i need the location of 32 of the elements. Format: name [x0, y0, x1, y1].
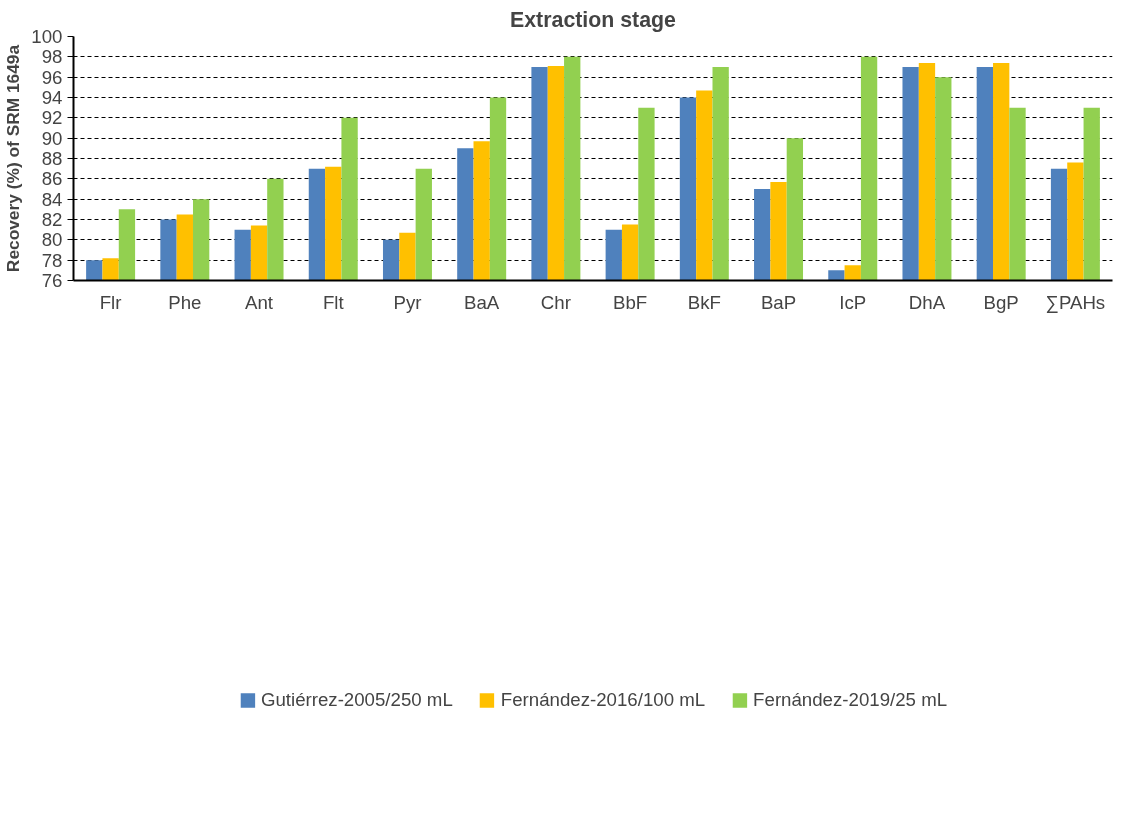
x-tick-label: Phe	[168, 291, 202, 313]
x-tick-label: BbF	[613, 291, 648, 313]
y-tick-label: 100	[31, 26, 63, 47]
y-tick-label: 94	[41, 87, 63, 108]
x-tick-label: Chr	[540, 291, 571, 313]
y-tick-label: 88	[41, 148, 63, 169]
legend-label: Gutiérrez-2005/250 mL	[260, 688, 453, 711]
y-tick-label: 78	[41, 249, 63, 271]
x-tick-label: Pyr	[393, 291, 422, 313]
x-tick-label: BaP	[760, 291, 797, 313]
y-tick-label: 80	[41, 229, 63, 251]
x-tick-label: IcP	[839, 291, 867, 313]
x-tick-label: DhA	[908, 291, 946, 313]
y-tick-label: 82	[41, 209, 63, 230]
x-tick-label: Ant	[245, 291, 274, 313]
y-tick-label: 76	[41, 270, 63, 291]
legend-label: Fernández-2016/100 mL	[500, 688, 706, 711]
legend-label: Fernández-2019/25 mL	[753, 688, 948, 711]
y-tick-label: 96	[41, 66, 63, 88]
x-tick-label: Flt	[322, 291, 345, 313]
y-tick-label: 98	[41, 46, 63, 68]
y-axis-title: Recovery (%) of SRM 1649a	[3, 44, 24, 273]
y-tick-label: 86	[41, 168, 63, 190]
x-tick-label: Flr	[99, 291, 122, 313]
x-tick-label: BaA	[464, 291, 500, 313]
y-tick-label: 90	[41, 127, 63, 149]
x-tick-label: BkF	[687, 291, 721, 313]
x-tick-label: ∑PAHs	[1045, 291, 1106, 313]
chart-title: Extraction stage	[510, 7, 677, 32]
x-tick-label: BgP	[983, 291, 1019, 313]
y-tick-label: 92	[41, 107, 63, 129]
y-tick-label: 84	[41, 188, 63, 210]
